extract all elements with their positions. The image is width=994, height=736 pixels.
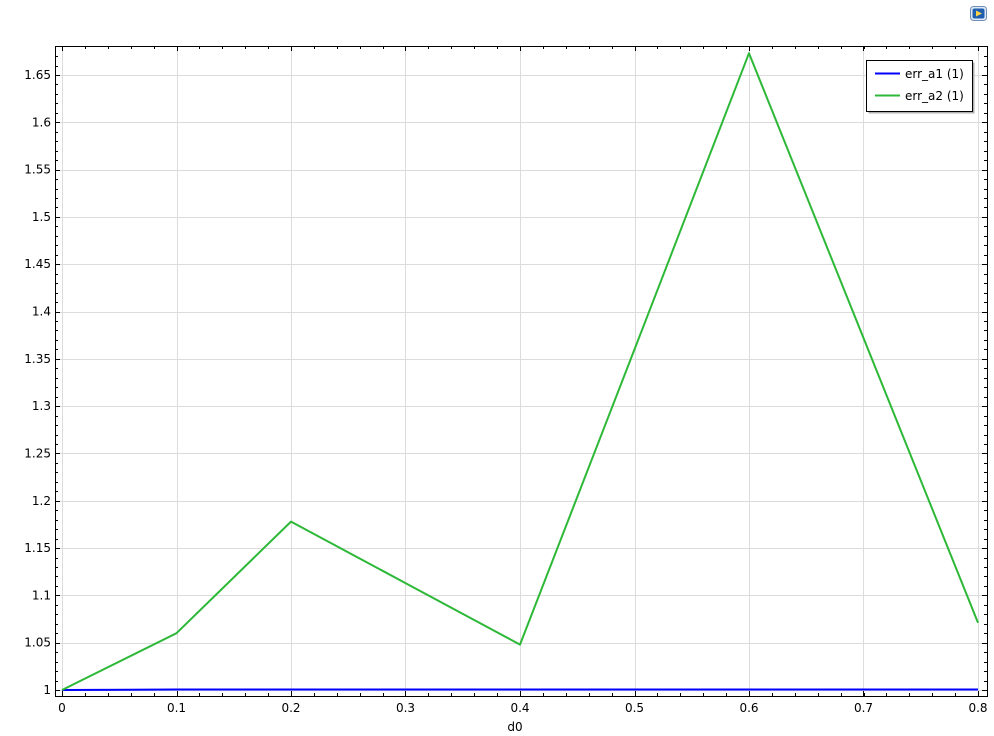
x-tick-label: 0.4 [510, 701, 529, 715]
x-tick-label: 0.8 [968, 701, 987, 715]
y-tick-label: 1.5 [32, 210, 51, 224]
x-tick-label: 0.2 [281, 701, 300, 715]
y-tick-label: 1.65 [24, 68, 51, 82]
y-tick-label: 1.4 [32, 305, 51, 319]
legend-box [866, 60, 973, 112]
y-tick-label: 1.35 [24, 352, 51, 366]
series-layer [61, 52, 979, 691]
x-tick-label: 0.7 [854, 701, 873, 715]
grid-lines [55, 46, 987, 696]
x-tick-label: 0.5 [625, 701, 644, 715]
y-tick-label: 1.1 [32, 588, 51, 602]
legend-label-1: err_a1 (1) [905, 67, 964, 81]
x-axis-label: d0 [507, 720, 522, 734]
series-line-2 [61, 52, 979, 691]
y-tick-label: 1.15 [24, 541, 51, 555]
x-tick-label: 0.3 [396, 701, 415, 715]
y-tick-label: 1.45 [24, 257, 51, 271]
y-tick-label: 1.55 [24, 163, 51, 177]
y-tick-label: 1.2 [32, 494, 51, 508]
axis-ticks [55, 46, 987, 696]
series-line-1 [61, 688, 978, 691]
play-icon[interactable] [970, 6, 987, 21]
x-tick-label: 0.1 [167, 701, 186, 715]
y-tick-label: 1.25 [24, 446, 51, 460]
x-tick-labels: 0 0.1 0.2 0.3 0.4 0.5 0.6 0.7 0.8 [58, 701, 987, 715]
legend: err_a1 (1) err_a2 (1) [866, 60, 975, 114]
x-tick-label: 0 [58, 701, 66, 715]
y-tick-label: 1.3 [32, 399, 51, 413]
legend-label-2: err_a2 (1) [905, 89, 964, 103]
plot-area [55, 46, 988, 697]
y-tick-label: 1 [43, 683, 51, 697]
y-tick-label: 1.05 [24, 636, 51, 650]
y-tick-labels: 1 1.05 1.1 1.15 1.2 1.25 1.3 1.35 1.4 1.45 1.5 1.55… [24, 68, 51, 697]
y-tick-label: 1.6 [32, 115, 51, 129]
x-tick-label: 0.6 [739, 701, 758, 715]
